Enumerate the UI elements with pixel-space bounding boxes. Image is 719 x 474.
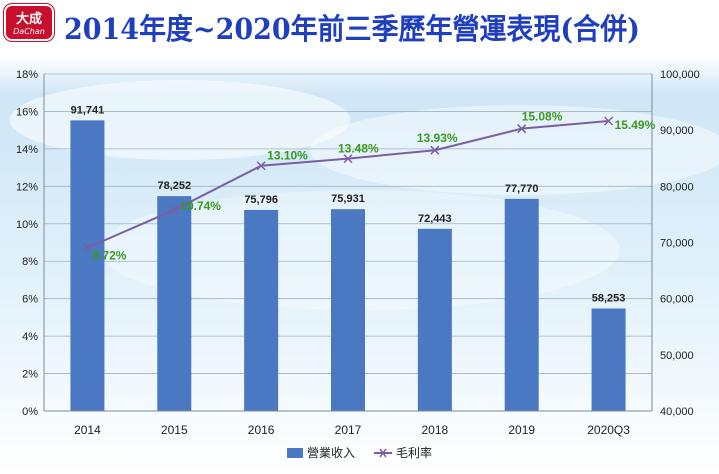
x-tick-label: 2016 (248, 423, 275, 437)
revenue-value-label: 91,741 (71, 104, 105, 116)
margin-value-label: 13.93% (417, 131, 458, 145)
revenue-value-label: 77,770 (505, 183, 539, 195)
legend: 營業收入 毛利率 (287, 445, 432, 460)
x-tick-label: 2014 (74, 423, 101, 437)
margin-point (256, 161, 266, 171)
legend-label-revenue: 營業收入 (307, 446, 355, 460)
x-tick-label: 2020Q3 (587, 423, 630, 437)
y-left-tick-label: 14% (16, 144, 38, 156)
y-right-tick-label: 40,000 (660, 406, 694, 418)
y-left-tick-label: 4% (22, 331, 38, 343)
revenue-value-label: 72,443 (418, 213, 452, 225)
margin-line (82, 116, 614, 253)
svg-text:DaChan: DaChan (13, 27, 45, 36)
legend-label-margin: 毛利率 (396, 445, 432, 460)
axes: 0% 2% 4% 6% 8% 10% 12% 14% 16% 18% 40,000 50,000 60,… (16, 69, 700, 437)
revenue-bar (157, 196, 192, 411)
revenue-bar (331, 209, 365, 411)
margin-point (82, 243, 92, 253)
revenue-value-label: 78,252 (157, 180, 191, 192)
margin-value-label: 13.48% (338, 142, 379, 156)
x-tick-label: 2017 (335, 423, 362, 437)
y-left-tick-label: 16% (16, 106, 38, 118)
logo-text: 大成 (16, 11, 42, 27)
y-left-tick-label: 18% (16, 69, 38, 81)
revenue-bars (70, 120, 626, 411)
revenue-bar (244, 209, 279, 411)
y-left-tick-label: 2% (22, 369, 38, 381)
y-left-tick-label: 8% (22, 256, 38, 268)
y-left-tick-label: 12% (16, 181, 38, 193)
y-right-tick-label: 80,000 (660, 181, 694, 193)
margin-point (169, 205, 179, 215)
margin-value-label: 15.08% (522, 110, 563, 124)
x-tick-label: 2019 (508, 423, 535, 437)
page-title: 2014年度~2020年前三季歷年營運表現(合併) (64, 12, 640, 46)
legend-marker-margin (379, 448, 387, 458)
y-left-tick-label: 6% (22, 294, 38, 306)
margin-point (604, 116, 614, 126)
company-logo: 大成 DaChan (4, 4, 54, 41)
y-right-tick-label: 100,000 (660, 69, 700, 81)
y-right-tick-label: 90,000 (660, 125, 694, 137)
revenue-bar (504, 198, 539, 411)
x-tick-label: 2018 (422, 423, 449, 437)
data-labels: 91,741 78,252 75,796 75,931 72,443 77,770 58,2… (71, 104, 656, 304)
margin-point (430, 145, 440, 155)
x-tick-label: 2015 (161, 423, 188, 437)
revenue-value-label: 58,253 (592, 292, 626, 304)
revenue-value-label: 75,931 (331, 193, 365, 205)
revenue-bar (70, 120, 105, 411)
legend-swatch-revenue (287, 448, 303, 458)
margin-point (517, 124, 527, 134)
y-right-tick-label: 60,000 (660, 294, 694, 306)
y-left-tick-label: 0% (22, 406, 38, 418)
margin-point (343, 154, 353, 164)
y-right-tick-label: 70,000 (660, 238, 694, 250)
margin-value-label: 10.74% (180, 199, 221, 213)
margin-value-label: 15.49% (615, 118, 656, 132)
revenue-bar (591, 308, 626, 411)
y-left-tick-label: 10% (16, 219, 38, 231)
revenue-value-label: 75,796 (244, 194, 278, 206)
margin-value-label: 8.72% (92, 249, 126, 263)
y-right-tick-label: 50,000 (660, 350, 694, 362)
revenue-bar (417, 228, 452, 411)
margin-value-label: 13.10% (267, 149, 308, 163)
